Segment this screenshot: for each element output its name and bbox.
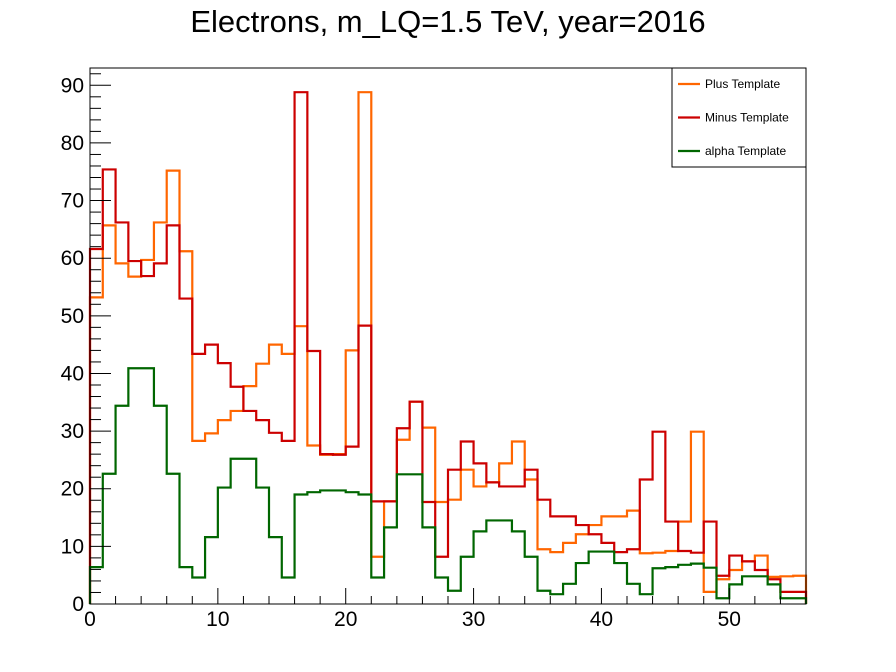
x-tick-label: 20	[334, 608, 357, 631]
y-tick-label: 40	[61, 362, 84, 385]
series-line-2	[88, 91, 808, 604]
x-tick-label: 30	[462, 608, 485, 631]
y-tick-label: 10	[61, 535, 84, 558]
y-tick-label: 30	[61, 420, 84, 443]
y-tick-label: 90	[61, 74, 84, 97]
x-tick-label: 50	[718, 608, 741, 631]
chart-title: Electrons, m_LQ=1.5 TeV, year=2016	[190, 4, 705, 39]
series-line-3	[88, 367, 808, 604]
legend-label-2: Minus Template	[705, 111, 789, 125]
y-tick-label: 70	[61, 190, 84, 213]
legend: Plus Template Minus Template alpha Templat…	[671, 67, 807, 168]
x-tick-label: 10	[206, 608, 229, 631]
x-tick-label: 0	[84, 608, 96, 631]
x-tick-label: 40	[590, 608, 613, 631]
y-tick-label: 50	[61, 305, 84, 328]
axes-layer: 0 10 20 30 40 50 0 10 20 30 40 50 60 70 80 90	[61, 67, 807, 631]
series-layer	[88, 91, 808, 604]
y-tick-label: 80	[61, 132, 84, 155]
legend-label-1: Plus Template	[705, 77, 780, 91]
y-tick-label: 20	[61, 478, 84, 501]
y-tick-label: 0	[72, 593, 84, 616]
legend-label-3: alpha Template	[705, 144, 786, 158]
y-tick-label: 60	[61, 247, 84, 270]
